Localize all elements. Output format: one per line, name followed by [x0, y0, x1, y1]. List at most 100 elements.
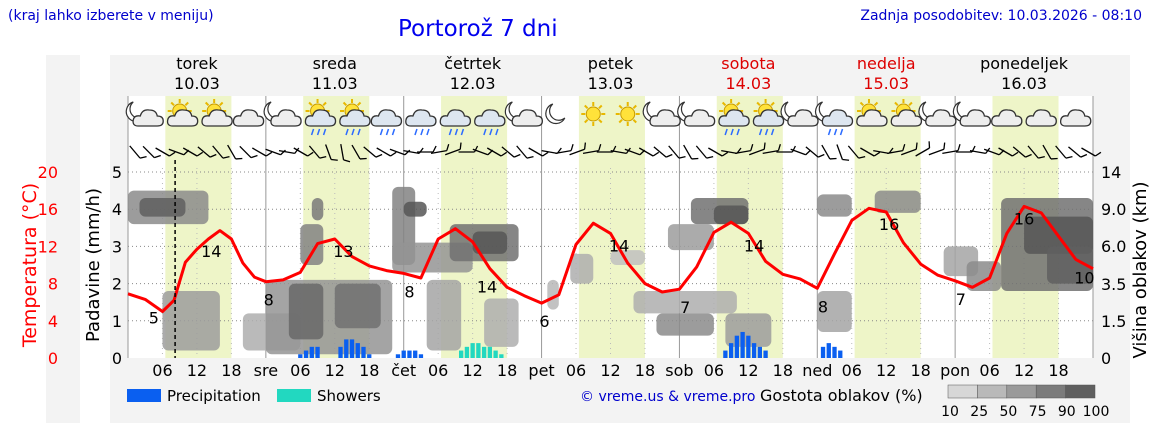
moon-icon: [545, 103, 566, 125]
wind-barb: [942, 143, 961, 155]
x-hour-tick-label: 12: [1014, 361, 1034, 380]
precipitation-bar: [315, 346, 320, 358]
cloud-height-tick-label: 14: [1101, 163, 1121, 182]
location-hint[interactable]: (kraj lahko izberete v meniju): [8, 8, 214, 24]
moon-cloud-icon: [125, 101, 164, 127]
precipitation-bar: [820, 346, 826, 358]
wind-barb: [351, 144, 367, 160]
wind-barb: [325, 144, 338, 161]
temperature-tick-label: 4: [48, 312, 58, 331]
cloud-density-scale-cell: [1065, 384, 1096, 399]
showers-bar: [481, 346, 487, 358]
precipitation-bar: [344, 339, 349, 358]
wind-barb: [668, 145, 686, 159]
cloud-layer: [547, 279, 559, 310]
showers-bar: [464, 346, 470, 358]
precipitation-bar: [309, 346, 314, 358]
temperature-tick-label: 8: [48, 275, 58, 294]
day-name: petek: [588, 54, 634, 73]
precipitation-bar: [728, 343, 734, 358]
precipitation-bar: [407, 350, 412, 358]
day-date: 14.03: [725, 74, 771, 93]
cloud-layer: [426, 279, 462, 351]
wind-barb: [683, 144, 699, 160]
day-date: 13.03: [588, 74, 634, 93]
sun-cloud-rain-icon: [339, 99, 371, 136]
temperature-tick-label: 12: [38, 237, 58, 256]
wind-barb: [836, 144, 850, 161]
x-hour-tick-label: 12: [738, 361, 758, 380]
precipitation-legend-swatch: [127, 389, 161, 402]
cloud-layer: [472, 231, 508, 254]
temperature-label: 14: [477, 278, 497, 297]
wind-barb: [197, 146, 217, 158]
credit-link: © vreme.us & vreme.pro: [580, 389, 755, 405]
wind-barb: [805, 146, 825, 158]
cloud-layer: [311, 198, 324, 221]
wind-barb: [734, 143, 754, 155]
wind-barb: [417, 145, 437, 153]
wind-barb: [444, 142, 462, 156]
wind-barb: [340, 144, 351, 163]
cloud-layer: [300, 224, 324, 265]
temperature-line: [127, 204, 1094, 313]
wind-barb: [847, 145, 866, 159]
moon-cloud-icon: [780, 101, 819, 127]
x-hour-tick-label: 12: [325, 361, 345, 380]
precipitation-bar: [367, 354, 372, 358]
x-hour-tick-label: 18: [910, 361, 930, 380]
showers-bar: [493, 350, 498, 358]
precipitation-bar: [413, 350, 418, 358]
day-name: četrtek: [444, 54, 502, 73]
temperature-label: 10: [1074, 268, 1094, 287]
cloud-layer: [403, 201, 427, 217]
cloud-density-scale-cell: [1035, 384, 1066, 399]
precipitation-legend-label: Precipitation: [167, 387, 261, 405]
cloud-density-scale-cell: [1006, 384, 1037, 399]
cloud-layer: [570, 253, 594, 284]
x-hour-tick-label: 06: [290, 361, 310, 380]
cloud-icon: [991, 109, 1023, 127]
wind-barb: [749, 142, 766, 156]
cloud-density-tick-label: 10: [941, 404, 959, 420]
sun-cloud-rain-icon: [718, 99, 750, 136]
day-name: sobota: [721, 54, 775, 73]
page-title: Portorož 7 dni: [398, 16, 558, 42]
temperature-label: 7: [956, 290, 966, 309]
showers-bar: [499, 354, 504, 358]
temperature-label: 5: [149, 308, 159, 327]
wind-barb: [182, 147, 204, 157]
temperature-label: 8: [404, 282, 414, 301]
wind-barb: [363, 146, 383, 158]
showers-bar: [476, 343, 481, 358]
cloud-layer: [1047, 246, 1093, 284]
cloud-density-scale-cell: [947, 384, 978, 399]
wind-barb: [653, 146, 673, 158]
moon-cloud-rain-icon: [814, 101, 854, 136]
cloud-layer: [633, 291, 737, 314]
temperature-tick-label: 20: [38, 163, 58, 182]
wind-barb: [860, 147, 881, 157]
precip-tick-label: 4: [112, 200, 122, 219]
temperature-label: 14: [201, 242, 221, 261]
x-day-tick-label: ned: [802, 361, 832, 380]
x-hour-tick-label: 06: [842, 361, 862, 380]
wind-barb: [998, 147, 1019, 157]
cloud-height-tick-label: 0: [1101, 349, 1111, 368]
day-date: 11.03: [312, 74, 358, 93]
cloud-density-tick-label: 25: [970, 404, 988, 420]
day-name: ponedeljek: [980, 54, 1069, 73]
precipitation-bar: [298, 354, 303, 358]
precipitation-bar: [746, 335, 751, 358]
wind-barb: [212, 145, 230, 159]
precipitation-bar: [734, 335, 740, 358]
wind-barb: [155, 147, 176, 157]
cloud-density-legend-title: Gostota oblakov (%): [760, 386, 923, 405]
precip-axis-label: Padavine (mm/h): [83, 188, 104, 342]
precip-tick-label: 2: [112, 275, 122, 294]
cloud-rain-icon: [405, 109, 437, 136]
cloud-layer: [162, 291, 220, 351]
wind-barb: [227, 144, 243, 160]
x-day-tick-label: pet: [528, 361, 554, 380]
precipitation-bar: [740, 331, 745, 358]
